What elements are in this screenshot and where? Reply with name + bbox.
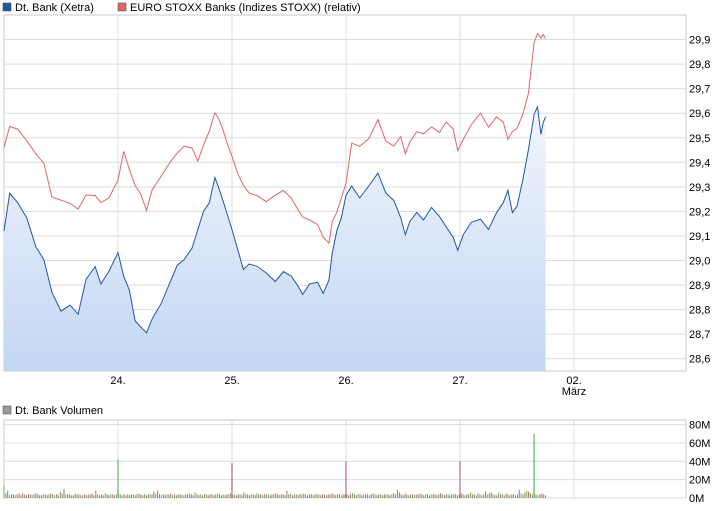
price-chart-area (4, 108, 546, 372)
volume-y-tick-label: 0M (689, 493, 704, 505)
price-y-axis: 28,6 28,7 28,8 28,9 29,0 29,1 29,2 29,3 29,4 29,5… (689, 35, 710, 366)
price-y-tick-label: 28,9 (689, 280, 710, 292)
volume-y-axis: 0M 20M 40M 60M 80M (689, 420, 710, 505)
price-x-tick-label: 26. (338, 375, 353, 387)
price-y-tick-label: 29,1 (689, 231, 710, 243)
volume-y-tick-label: 80M (689, 420, 710, 432)
legend-swatch-euro-stoxx-banks (117, 2, 127, 12)
volume-chart-grid (3, 419, 687, 499)
legend-swatch-dt-bank (2, 2, 12, 12)
price-x-tick-sublabel: März (562, 386, 586, 398)
price-y-tick-label: 29,8 (689, 59, 710, 71)
price-x-axis: 24. 25. 26. 27. 02.März (110, 375, 586, 398)
price-y-tick-label: 29,7 (689, 84, 710, 96)
price-y-tick-label: 29,9 (689, 35, 710, 47)
price-y-tick-label: 29,0 (689, 256, 710, 268)
dt-bank-line (3, 104, 546, 334)
price-x-tick-label: 25. (224, 375, 239, 387)
price-y-tick-label: 29,3 (689, 182, 710, 194)
legend-label-euro-stoxx-banks: EURO STOXX Banks (Indizes STOXX) (relati… (130, 2, 361, 14)
dt-bank-area-fill (4, 108, 546, 372)
volume-y-tick-label: 60M (689, 438, 710, 450)
legend-label-volume: Dt. Bank Volumen (15, 405, 103, 417)
price-y-tick-label: 29,4 (689, 157, 710, 169)
price-y-tick-label: 28,8 (689, 305, 710, 317)
price-x-tick-label: 24. (110, 375, 125, 387)
legend-label-dt-bank: Dt. Bank (Xetra) (15, 2, 94, 14)
volume-y-tick-label: 40M (689, 456, 710, 468)
price-y-tick-label: 28,7 (689, 329, 710, 341)
price-y-tick-label: 29,6 (689, 108, 710, 120)
price-x-tick-label: 02. (566, 375, 581, 387)
volume-y-tick-label: 20M (689, 475, 710, 487)
euro-stoxx-banks-line (3, 32, 546, 245)
volume-chart-bars (3, 433, 546, 498)
price-chart-lines (3, 32, 546, 334)
price-y-tick-label: 29,2 (689, 206, 710, 218)
price-x-tick-label: 27. (452, 375, 467, 387)
price-y-tick-label: 28,6 (689, 354, 710, 366)
volume-plot-frame (3, 419, 687, 499)
legend-swatch-volume (2, 405, 12, 415)
price-y-tick-label: 29,5 (689, 133, 710, 145)
